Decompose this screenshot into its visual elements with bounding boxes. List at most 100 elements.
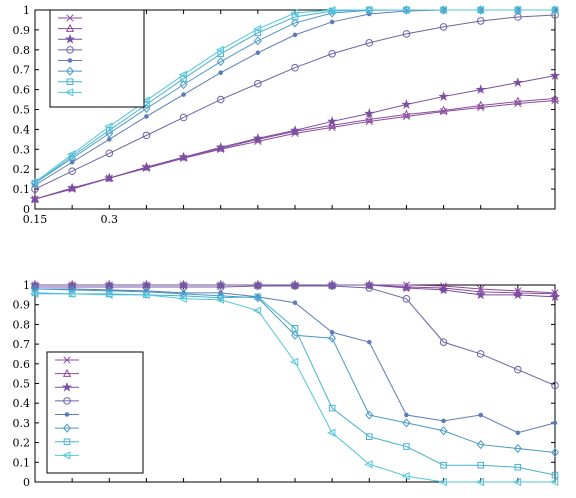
data-point xyxy=(30,193,41,204)
data-point xyxy=(291,18,299,28)
legend-marker xyxy=(66,66,74,76)
data-point xyxy=(364,5,373,15)
data-point xyxy=(252,132,263,143)
data-point xyxy=(215,45,225,54)
x-tick-label: 0.15 xyxy=(23,213,48,226)
data-point xyxy=(291,282,299,290)
data-point xyxy=(439,105,448,114)
data-point xyxy=(329,19,335,25)
data-point xyxy=(141,290,150,299)
data-point xyxy=(402,294,411,303)
data-point xyxy=(401,5,410,15)
data-point xyxy=(365,114,374,123)
y-tick-label: 0.8 xyxy=(13,318,31,331)
data-point xyxy=(290,8,299,18)
data-point xyxy=(514,463,522,471)
legend-marker xyxy=(65,88,74,97)
y-tick-label: 0.7 xyxy=(13,338,31,351)
data-point xyxy=(181,92,186,97)
data-point xyxy=(218,70,224,75)
y-tick-label: 0 xyxy=(23,476,30,489)
legend-entry xyxy=(55,438,79,446)
series-line xyxy=(35,293,555,483)
data-point xyxy=(365,39,374,47)
data-point xyxy=(550,5,559,15)
data-point xyxy=(438,91,449,101)
data-point xyxy=(180,75,187,82)
data-point xyxy=(254,293,262,301)
data-point xyxy=(439,426,448,436)
legend-entry xyxy=(55,423,79,433)
legend-marker xyxy=(63,423,71,433)
data-point xyxy=(106,137,112,142)
data-point xyxy=(217,50,225,58)
legend-entry xyxy=(58,66,82,76)
y-tick-label: 0.7 xyxy=(13,64,31,77)
data-point xyxy=(366,339,372,345)
legend-entry xyxy=(58,23,82,32)
legend-marker xyxy=(64,412,70,417)
series-3 xyxy=(30,279,560,302)
legend-entry xyxy=(55,368,79,377)
data-point xyxy=(216,95,225,104)
data-point xyxy=(512,5,522,15)
data-point xyxy=(30,178,39,187)
data-point xyxy=(252,306,262,315)
data-point xyxy=(292,32,298,38)
data-point xyxy=(476,100,485,109)
data-point xyxy=(67,289,76,298)
data-point xyxy=(365,284,374,292)
y-tick-label: 0.2 xyxy=(13,437,31,450)
data-point xyxy=(552,420,558,426)
chart-bottom: 0 0.1 0.2 0.3 0.4 0.5 0.6 0.7 0.8 0.9 1 xyxy=(13,279,560,489)
y-tick-label: 0.5 xyxy=(13,378,31,391)
series-line xyxy=(34,292,556,476)
data-point xyxy=(513,443,522,454)
data-point xyxy=(477,461,485,469)
data-point xyxy=(476,17,485,25)
data-point xyxy=(141,161,152,172)
data-point xyxy=(254,79,262,88)
series-5 xyxy=(32,286,558,436)
y-tick-label: 0.2 xyxy=(13,163,31,176)
data-point xyxy=(179,113,188,122)
data-point xyxy=(178,294,187,303)
data-point xyxy=(328,120,337,129)
y-tick-label: 0.4 xyxy=(13,123,31,136)
legend-entry xyxy=(55,412,79,417)
data-point xyxy=(68,167,76,175)
data-point xyxy=(440,461,447,469)
data-point xyxy=(291,13,299,21)
y-tick-label: 0.1 xyxy=(13,456,31,469)
data-point xyxy=(31,284,39,294)
data-point xyxy=(475,84,486,94)
data-point xyxy=(514,365,522,374)
data-point xyxy=(255,50,261,56)
legend-marker xyxy=(65,23,75,32)
y-tick-label: 0.4 xyxy=(13,397,31,410)
data-point xyxy=(551,447,559,458)
y-tick-label: 1 xyxy=(23,4,30,17)
legend-marker xyxy=(63,438,71,446)
legend-marker xyxy=(63,397,71,405)
data-point xyxy=(475,477,485,487)
data-point xyxy=(327,428,336,437)
data-point xyxy=(364,108,375,118)
legend-entry xyxy=(58,58,82,63)
data-point xyxy=(512,289,523,300)
data-point xyxy=(144,114,149,119)
data-point xyxy=(328,49,336,58)
data-point xyxy=(104,122,113,131)
series-line xyxy=(34,98,556,200)
y-tick-label: 0 xyxy=(23,203,30,216)
data-point xyxy=(289,125,301,135)
data-point xyxy=(216,57,225,67)
legend-entry xyxy=(55,356,79,364)
y-tick-label: 0.3 xyxy=(13,143,31,156)
data-point xyxy=(365,433,373,440)
data-point xyxy=(328,282,336,290)
legend-entry xyxy=(58,46,82,54)
data-point xyxy=(328,333,337,343)
y-tick-label: 0.3 xyxy=(13,417,31,430)
y-tick-label: 0.6 xyxy=(13,84,31,97)
